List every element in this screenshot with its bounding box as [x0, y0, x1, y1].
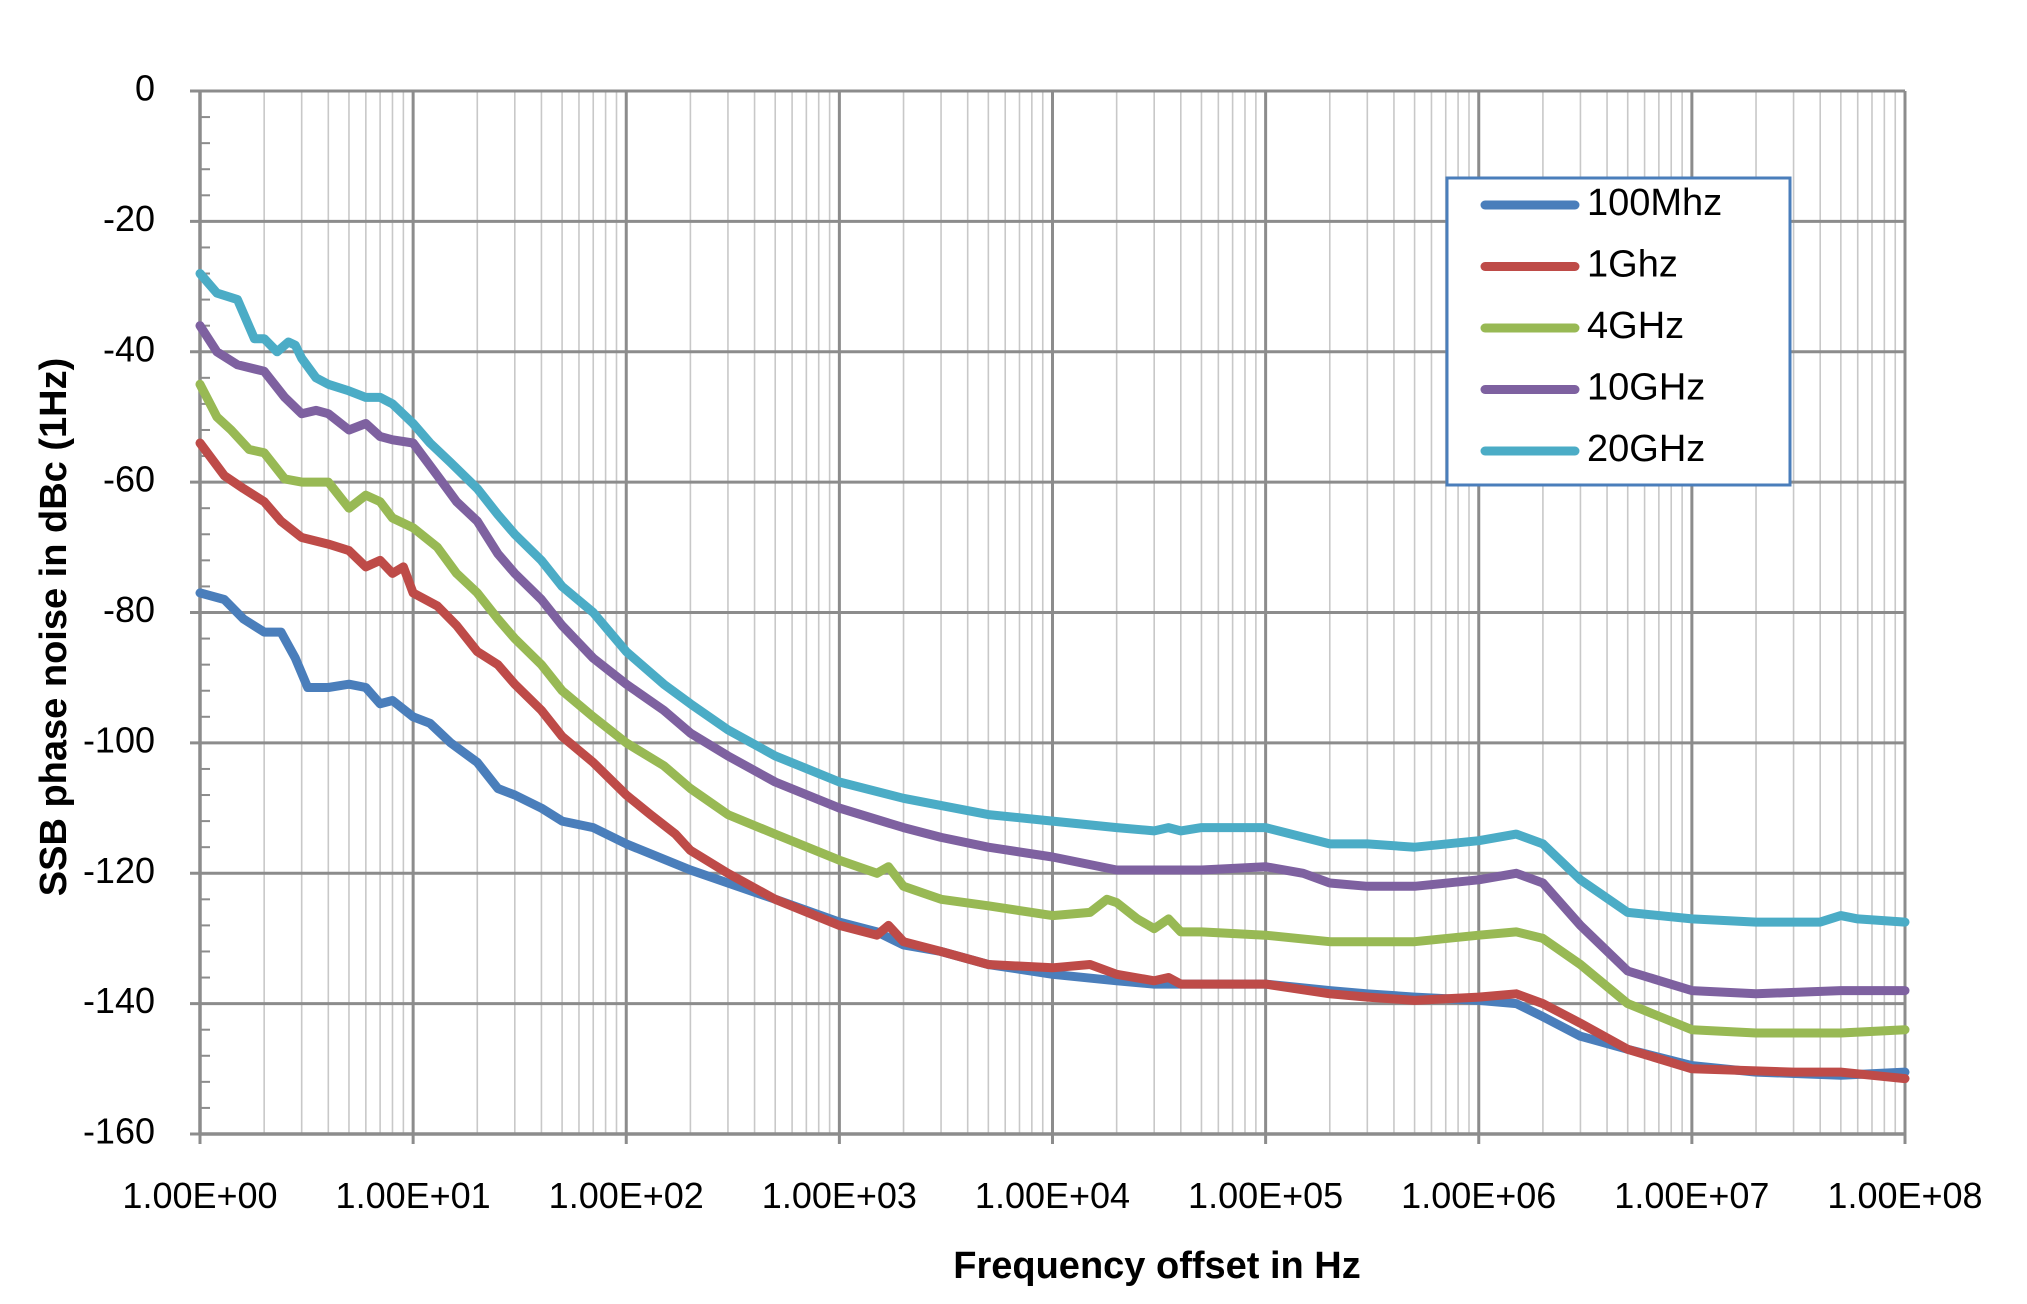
- x-tick-label: 1.00E+04: [975, 1175, 1130, 1216]
- y-axis-tick-labels: 0 -20 -40 -60 -80 -100 -120 -140 -160: [83, 68, 155, 1152]
- x-tick-label: 1.00E+07: [1614, 1175, 1769, 1216]
- y-tick-label: -140: [83, 980, 155, 1021]
- y-tick-label: -160: [83, 1111, 155, 1152]
- legend-label-10ghz: 10GHz: [1587, 367, 1705, 409]
- y-axis-title: SSB phase noise in dBc (1Hz): [33, 358, 75, 896]
- legend-label-4ghz: 4GHz: [1587, 305, 1684, 347]
- x-tick-label: 1.00E+03: [762, 1175, 917, 1216]
- series-line-100mhz: [195, 588, 1910, 1080]
- x-tick-label: 1.00E+02: [549, 1175, 704, 1216]
- x-tick-label: 1.00E+06: [1401, 1175, 1556, 1216]
- series-line-10ghz: [195, 321, 1910, 999]
- series-lines: [195, 269, 1910, 1084]
- y-tick-label: -20: [103, 198, 155, 239]
- x-tick-label: 1.00E+01: [336, 1175, 491, 1216]
- x-axis-tick-labels: 1.00E+00 1.00E+01 1.00E+02 1.00E+03 1.00E+04…: [122, 1175, 1982, 1216]
- series-line-20ghz: [195, 269, 1910, 927]
- x-axis-title: Frequency offset in Hz: [953, 1245, 1361, 1287]
- y-tick-label: -40: [103, 328, 155, 369]
- x-tick-label: 1.00E+05: [1188, 1175, 1343, 1216]
- legend-label-20ghz: 20GHz: [1587, 428, 1705, 470]
- y-tick-label: -120: [83, 850, 155, 891]
- legend: 100Mhz 1Ghz 4GHz 10GHz 20GHz: [1445, 176, 1792, 487]
- series-line-4ghz: [195, 379, 1910, 1038]
- legend-label-100mhz: 100Mhz: [1587, 182, 1722, 224]
- x-tick-label: 1.00E+08: [1827, 1175, 1982, 1216]
- series-line-1ghz: [195, 438, 1910, 1084]
- x-tick-label: 1.00E+00: [122, 1175, 277, 1216]
- legend-label-1ghz: 1Ghz: [1587, 244, 1678, 286]
- legend-items: 100Mhz 1Ghz 4GHz 10GHz 20GHz: [1480, 182, 1722, 470]
- y-tick-label: 0: [135, 68, 155, 109]
- y-tick-label: -100: [83, 719, 155, 760]
- y-tick-label: -60: [103, 459, 155, 500]
- y-tick-label: -80: [103, 589, 155, 630]
